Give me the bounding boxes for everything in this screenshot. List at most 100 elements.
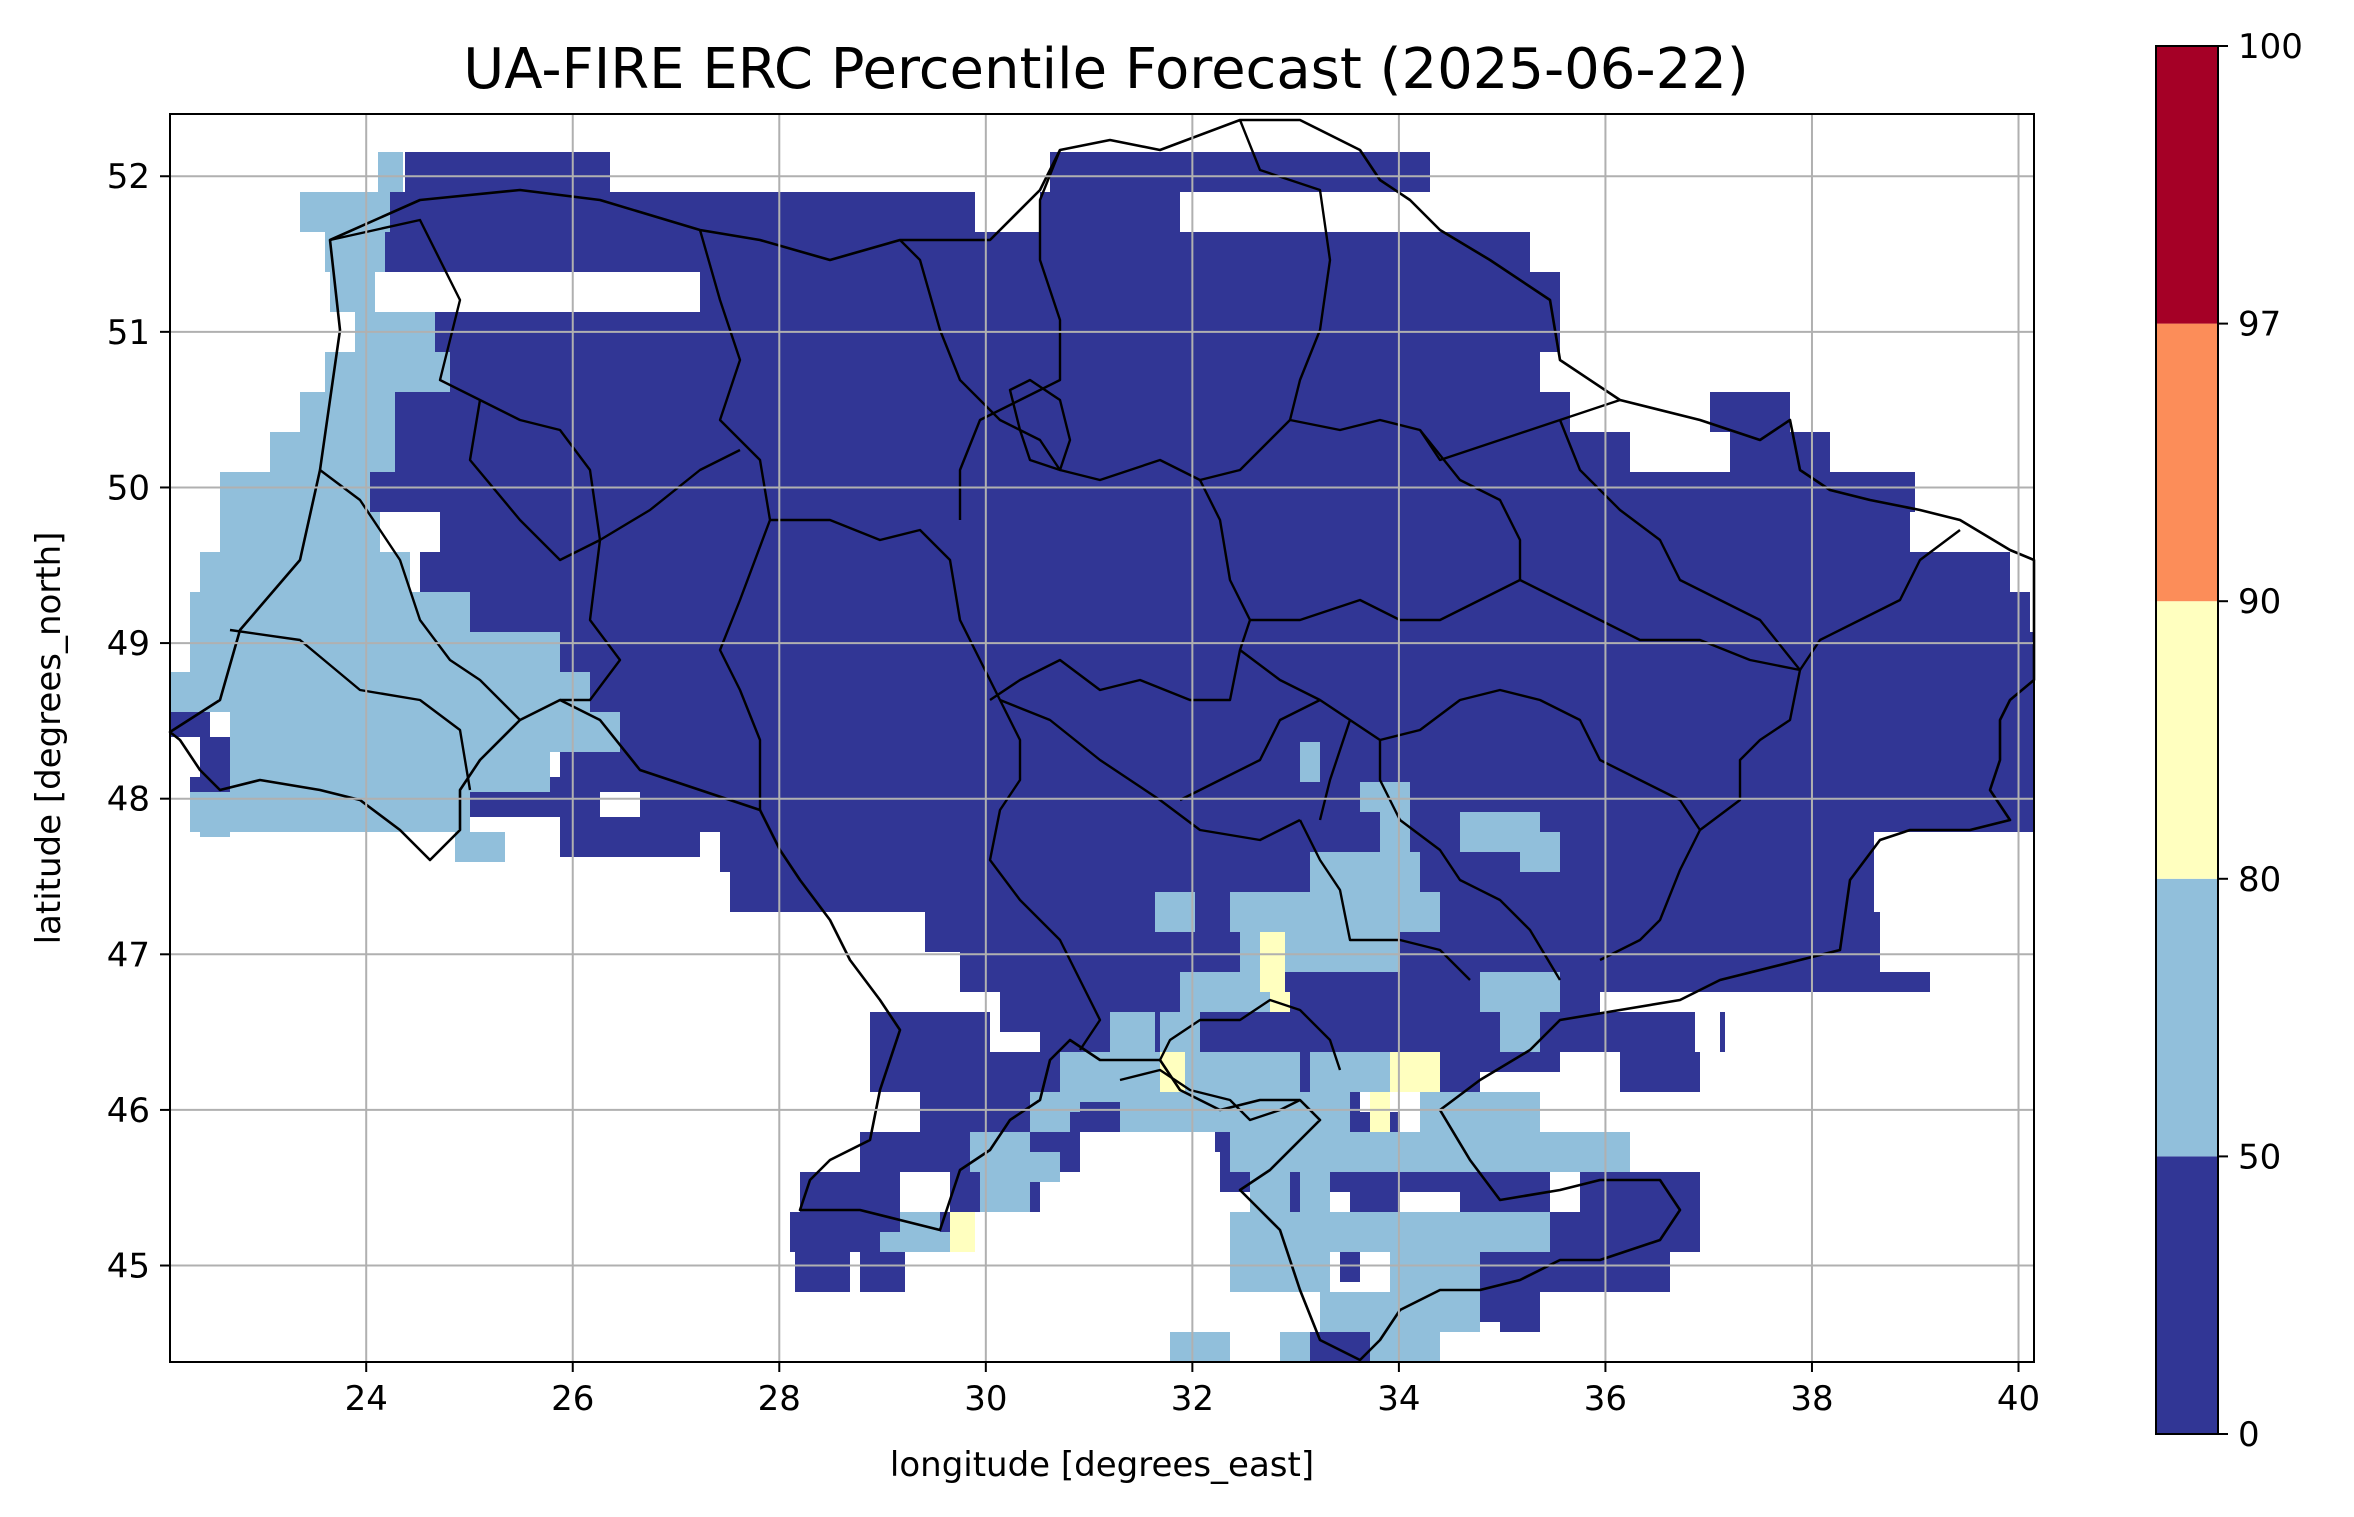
cell-50-80 bbox=[1230, 1252, 1330, 1292]
cell-50-80 bbox=[1360, 782, 1410, 812]
y-tick-label: 47 bbox=[107, 935, 150, 975]
cell-0-50 bbox=[1360, 272, 1520, 312]
map-plot-area bbox=[168, 113, 2036, 1363]
cell-50-80 bbox=[220, 512, 380, 552]
cell-0-50 bbox=[890, 832, 1020, 872]
x-tick-label: 28 bbox=[758, 1379, 801, 1419]
cell-50-80 bbox=[220, 472, 370, 512]
cell-80-90 bbox=[1370, 1092, 1390, 1132]
colorbar-bin-50-80 bbox=[2156, 878, 2218, 1157]
cell-0-50 bbox=[870, 1012, 990, 1052]
cell-0-50 bbox=[1340, 1252, 1360, 1282]
cell-0-50 bbox=[1730, 432, 1830, 472]
y-tick-label: 50 bbox=[107, 468, 150, 508]
cell-0-50 bbox=[1460, 1172, 1550, 1212]
cell-50-80 bbox=[1200, 1092, 1220, 1132]
cell-0-50 bbox=[350, 352, 1540, 392]
gridlines bbox=[170, 114, 2034, 1362]
y-tick-label: 46 bbox=[107, 1091, 150, 1131]
cell-0-50 bbox=[860, 1252, 905, 1292]
x-tick-label: 32 bbox=[1171, 1379, 1214, 1419]
cell-50-80 bbox=[1230, 1212, 1550, 1252]
cell-0-50 bbox=[1440, 352, 1510, 392]
cell-50-80 bbox=[200, 552, 410, 592]
y-axis: 45 46 47 48 49 50 51 52 bbox=[107, 157, 170, 1287]
colorbar-tick-label: 90 bbox=[2238, 582, 2281, 622]
cell-50-80 bbox=[1480, 972, 1560, 1012]
colorbar-tick-label: 97 bbox=[2238, 305, 2281, 345]
cell-0-50 bbox=[1710, 392, 1790, 432]
cell-50-80 bbox=[300, 392, 395, 432]
cell-80-90 bbox=[1260, 932, 1285, 992]
colorbar-frame bbox=[2155, 45, 2219, 1435]
cell-0-50 bbox=[795, 1252, 850, 1292]
y-tick-label: 45 bbox=[107, 1247, 150, 1287]
y-tick-label: 49 bbox=[107, 624, 150, 664]
cell-50-80 bbox=[1000, 1152, 1060, 1182]
cell-0-50 bbox=[1050, 152, 1430, 192]
cell-0-50 bbox=[325, 232, 1530, 272]
cell-50-80 bbox=[1370, 1332, 1440, 1362]
cell-0-50 bbox=[1830, 552, 2010, 592]
colorbar-bin-97-100 bbox=[2156, 46, 2218, 324]
cell-0-50 bbox=[440, 512, 1910, 552]
x-tick-label: 40 bbox=[1997, 1379, 2040, 1419]
map-title: UA-FIRE ERC Percentile Forecast (2025-06… bbox=[463, 37, 1748, 102]
cell-0-50 bbox=[790, 1212, 870, 1252]
cell-50-80 bbox=[1155, 892, 1195, 932]
colorbar-bin-80-90 bbox=[2156, 601, 2218, 879]
cell-50-80 bbox=[1330, 1292, 1360, 1322]
cell-50-80 bbox=[1420, 1092, 1540, 1132]
cell-0-50 bbox=[560, 672, 2034, 712]
cell-50-80 bbox=[455, 832, 505, 862]
cell-0-50 bbox=[800, 1172, 900, 1212]
y-tick-label: 51 bbox=[107, 313, 150, 353]
cell-50-80 bbox=[300, 192, 390, 232]
plot-frame bbox=[169, 113, 2035, 1363]
y-tick-label: 52 bbox=[107, 157, 150, 197]
cell-0-50 bbox=[355, 392, 1560, 432]
x-tick-label: 34 bbox=[1377, 1379, 1420, 1419]
x-tick-label: 38 bbox=[1790, 1379, 1833, 1419]
cell-0-50 bbox=[900, 872, 980, 912]
y-tick-label: 48 bbox=[107, 780, 150, 820]
cell-50-80 bbox=[410, 712, 530, 752]
cell-0-50 bbox=[780, 192, 835, 232]
cell-0-50 bbox=[1720, 1012, 1725, 1052]
x-tick-label: 30 bbox=[964, 1379, 1007, 1419]
cell-50-80 bbox=[190, 592, 470, 632]
y-axis-label: latitude [degrees_north] bbox=[29, 532, 69, 945]
cell-0-50 bbox=[1580, 1172, 1700, 1212]
cell-0-50 bbox=[405, 152, 610, 192]
cell-0-50 bbox=[1500, 1292, 1540, 1332]
cell-0-50 bbox=[420, 552, 1960, 592]
cell-80-90 bbox=[950, 1212, 975, 1252]
cell-50-80 bbox=[190, 632, 560, 672]
cell-50-80 bbox=[1280, 1332, 1310, 1362]
cell-50-80 bbox=[200, 817, 230, 837]
cell-50-80 bbox=[170, 672, 590, 712]
cell-50-80 bbox=[1250, 1052, 1300, 1092]
cell-50-80 bbox=[1300, 742, 1320, 782]
colorbar: 0 50 80 90 97 100 bbox=[2155, 27, 2303, 1455]
cell-0-50 bbox=[870, 192, 930, 232]
cell-0-50 bbox=[1780, 512, 1900, 552]
colorbar-bin-0-50 bbox=[2156, 1156, 2218, 1434]
cell-50-80 bbox=[1050, 1092, 1080, 1112]
cell-50-80 bbox=[325, 352, 450, 392]
cell-50-80 bbox=[1310, 852, 1420, 892]
cell-50-80 bbox=[1415, 1132, 1470, 1172]
x-tick-label: 24 bbox=[345, 1379, 388, 1419]
cell-50-80 bbox=[1520, 832, 1560, 872]
cell-50-80 bbox=[270, 432, 395, 472]
x-tick-label: 36 bbox=[1584, 1379, 1627, 1419]
x-axis-label: longitude [degrees_east] bbox=[890, 1445, 1314, 1485]
cell-50-80 bbox=[1300, 1172, 1330, 1212]
cell-0-50 bbox=[380, 432, 1630, 472]
admin-borders bbox=[168, 118, 2036, 1362]
colorbar-bin-90-97 bbox=[2156, 323, 2218, 602]
cell-0-50 bbox=[1470, 972, 1930, 992]
cell-0-50 bbox=[600, 712, 740, 752]
percentile-cells bbox=[170, 152, 2034, 1362]
